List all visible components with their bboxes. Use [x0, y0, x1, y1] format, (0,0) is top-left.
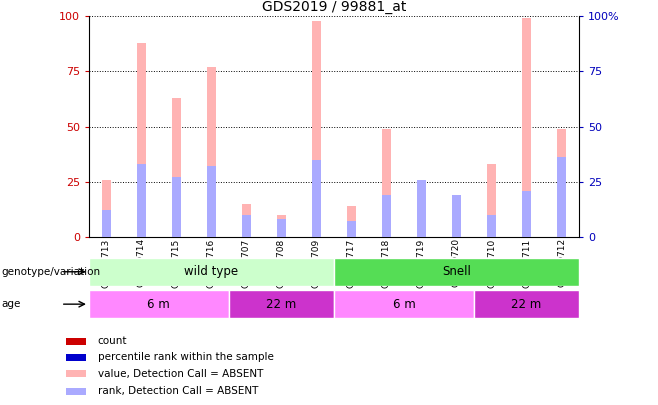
- Bar: [277, 219, 286, 237]
- Bar: [66, 371, 86, 377]
- Bar: [102, 179, 111, 237]
- Bar: [452, 195, 461, 237]
- Bar: [487, 215, 496, 237]
- Bar: [89, 290, 229, 318]
- Bar: [347, 206, 356, 237]
- Text: wild type: wild type: [184, 265, 238, 278]
- Text: percentile rank within the sample: percentile rank within the sample: [98, 352, 274, 362]
- Text: genotype/variation: genotype/variation: [1, 267, 101, 277]
- Bar: [172, 177, 181, 237]
- Bar: [417, 179, 426, 237]
- Text: Snell: Snell: [442, 265, 471, 278]
- Title: GDS2019 / 99881_at: GDS2019 / 99881_at: [262, 0, 406, 14]
- Bar: [102, 211, 111, 237]
- Text: 22 m: 22 m: [266, 298, 297, 311]
- Bar: [207, 166, 216, 237]
- Bar: [66, 388, 86, 395]
- Bar: [487, 164, 496, 237]
- Bar: [137, 43, 145, 237]
- Bar: [312, 21, 321, 237]
- Bar: [207, 67, 216, 237]
- Text: age: age: [1, 299, 20, 309]
- Bar: [172, 98, 181, 237]
- Bar: [522, 18, 531, 237]
- Text: 6 m: 6 m: [147, 298, 170, 311]
- Bar: [89, 258, 334, 286]
- Bar: [137, 164, 145, 237]
- Bar: [277, 215, 286, 237]
- Text: count: count: [98, 337, 127, 346]
- Text: rank, Detection Call = ABSENT: rank, Detection Call = ABSENT: [98, 386, 258, 396]
- Bar: [382, 129, 391, 237]
- Bar: [557, 129, 566, 237]
- Text: 6 m: 6 m: [393, 298, 415, 311]
- Bar: [66, 338, 86, 345]
- Bar: [557, 158, 566, 237]
- Bar: [452, 195, 461, 237]
- Text: value, Detection Call = ABSENT: value, Detection Call = ABSENT: [98, 369, 263, 379]
- Bar: [334, 258, 579, 286]
- Bar: [334, 290, 474, 318]
- Bar: [417, 179, 426, 237]
- Bar: [242, 204, 251, 237]
- Bar: [347, 222, 356, 237]
- Bar: [66, 354, 86, 361]
- Text: 22 m: 22 m: [511, 298, 542, 311]
- Bar: [522, 191, 531, 237]
- Bar: [312, 160, 321, 237]
- Bar: [229, 290, 334, 318]
- Bar: [242, 215, 251, 237]
- Bar: [474, 290, 579, 318]
- Bar: [382, 195, 391, 237]
